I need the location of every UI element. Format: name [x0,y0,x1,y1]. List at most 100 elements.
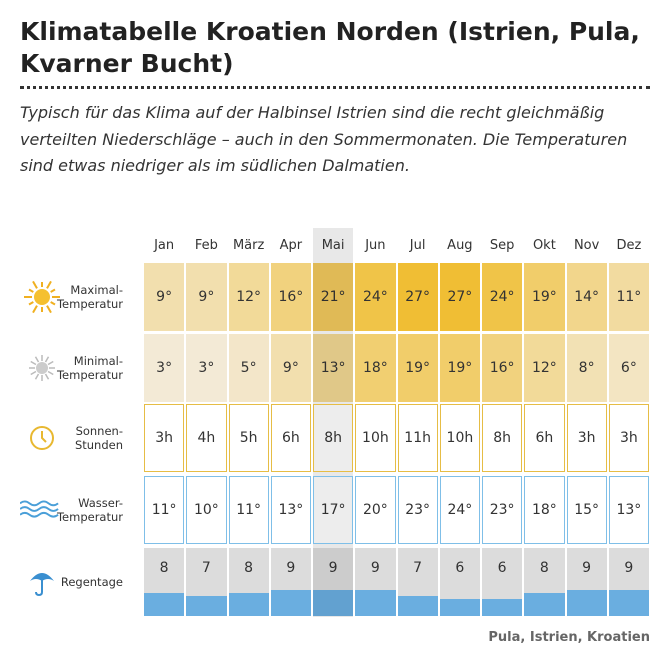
intro: Typisch für das Klima auf der Halbinsel … [20,103,628,175]
table-cell: 23° [397,476,438,544]
month-label: Mai [321,237,345,253]
icon [22,349,62,387]
rain-bar [566,590,607,616]
rain-bar [482,598,523,616]
table-cell: 9 [355,548,396,616]
row-label-line: Regentage [60,575,123,589]
table-cell: 15° [566,476,607,544]
table-cell: 19° [439,334,480,402]
rain-label: 7 [201,560,211,576]
table-cell: 3h [144,404,185,472]
table-cell: 3° [144,334,185,402]
rain-bar [144,592,185,616]
rain-bar [439,598,480,616]
table-cell: 9 [608,548,649,616]
hover-overlay [313,548,354,616]
table-cell: 8° [566,334,607,402]
table-cell: 24° [482,263,523,331]
row-label-line: Maximal- [70,283,123,297]
table-cell: 23° [482,476,523,544]
rain-label: 9 [370,560,380,576]
month-label: Jan [154,237,175,253]
row-label-line: Sonnen- [75,424,123,438]
table-cell: 16° [482,334,523,402]
rain-label: 8 [539,560,549,576]
table-cell: 8 [228,548,269,616]
icon [20,491,60,529]
title: Klimatabelle Kroatien Norden (Istrien, P… [20,16,650,89]
table-cell: 8 [524,548,565,616]
row-label-line: Minimal- [73,354,123,368]
table-cell: 6 [439,548,480,616]
month-label: Jun [365,237,386,253]
month-label: Feb [194,237,218,253]
rain-label: 9 [624,560,634,576]
table-cell: 3° [186,334,227,402]
table-cell: 10° [186,476,227,544]
table-cell: 9° [270,334,311,402]
table-cell: 10h [355,404,396,472]
table-cell: 6 [482,548,523,616]
table-cell: 6h [524,404,565,472]
rain-bar [270,590,311,616]
table-cell: 9 [313,548,354,616]
month-label: Nov [573,237,600,253]
table-cell: 11° [608,263,649,331]
row-label: Wasser- Temperatur [56,476,123,544]
table-cell: 19° [524,263,565,331]
rain-bar [397,595,438,616]
row-label-line: Temperatur [56,510,123,524]
rain-bar [608,590,649,616]
rain-bar [524,592,565,616]
row-label-line: Temperatur [56,368,123,382]
table-cell: 11° [144,476,185,544]
table-cell: 20° [355,476,396,544]
table-cell: 10h [439,404,480,472]
rain-label: 7 [413,560,423,576]
rain-bar [228,592,269,616]
table-cell: 11h [397,404,438,472]
table-cell: 8 [144,548,185,616]
table-cell: 8h [313,404,354,472]
table-cell: 6h [270,404,311,472]
table-cell: 18° [524,476,565,544]
table-cell: 14° [566,263,607,331]
table-cell: 27° [397,263,438,331]
icon [22,563,62,601]
table-cell: 9° [186,263,227,331]
hover-overlay [313,334,354,402]
table-cell: 12° [524,334,565,402]
icon [22,278,62,316]
rain-bar [313,590,354,616]
rain-label: 9 [582,560,592,576]
table-cell: 8h [482,404,523,472]
table-cell: 19° [397,334,438,402]
table-cell: 4h [186,404,227,472]
row-label: Maximal- Temperatur [57,263,123,331]
table-cell: 13° [608,476,649,544]
table-cell: 9 [566,548,607,616]
table-cell: 7 [397,548,438,616]
table-cell: 17° [313,476,354,544]
table-cell: 18° [355,334,396,402]
table-cell: 7 [186,548,227,616]
table-cell: 13° [313,334,354,402]
table-cell: 9° [144,263,185,331]
hover-overlay [313,263,354,331]
rain-bar [355,590,396,616]
row-label: Sonnen- Stunden [60,404,123,472]
hover-overlay [314,477,353,543]
table-cell: 6° [608,334,649,402]
table-cell: 3h [566,404,607,472]
row-label: Regentage [60,548,123,616]
table-cell: 27° [439,263,480,331]
row-label-line: Stunden [74,438,123,452]
rain-label: 6 [497,560,507,576]
table-cell: 11° [228,476,269,544]
rain-label: 8 [159,560,169,576]
month-label: Aug [447,237,473,253]
month-label: Apr [279,237,303,253]
icon [22,419,62,457]
month-label: Sep [489,237,515,253]
